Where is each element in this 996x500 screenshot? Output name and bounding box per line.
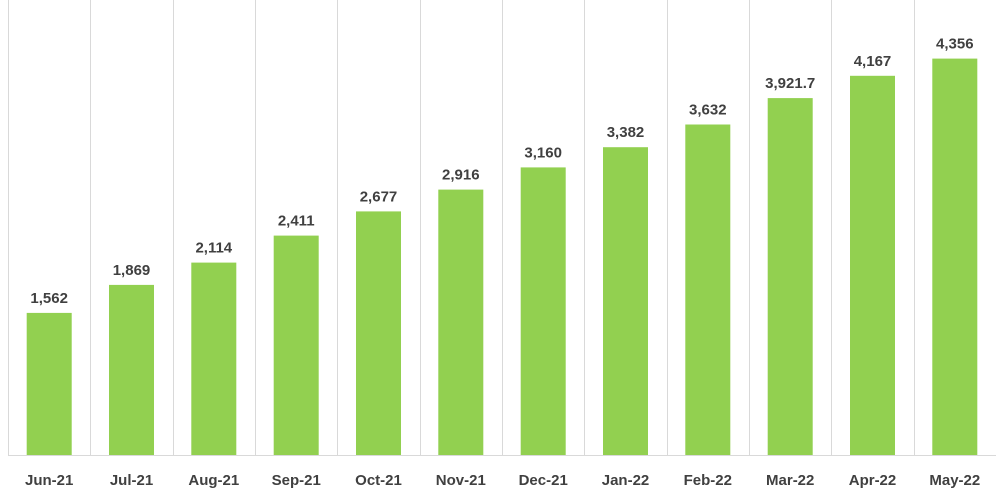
x-tick-label-mar-22: Mar-22 (766, 472, 814, 489)
data-label-jun-21: 1,562 (30, 290, 68, 307)
x-tick-label-sep-21: Sep-21 (272, 472, 321, 489)
data-label-dec-21: 3,160 (524, 144, 562, 161)
bar-dec-21 (520, 167, 566, 455)
x-tick-label-aug-21: Aug-21 (188, 472, 239, 489)
data-label-feb-22: 3,632 (689, 102, 727, 119)
data-label-apr-22: 4,167 (854, 53, 892, 70)
bar-jun-21 (26, 312, 72, 455)
bar-jan-22 (603, 147, 648, 455)
x-tick-label-jan-22: Jan-22 (602, 472, 650, 489)
x-tick-label-oct-21: Oct-21 (355, 472, 402, 489)
data-label-sep-21: 2,411 (278, 213, 315, 230)
x-tick-label-apr-22: Apr-22 (849, 472, 897, 489)
x-tick-label-jul-21: Jul-21 (110, 472, 153, 489)
x-tick-label-may-22: May-22 (929, 472, 980, 489)
grid-lines (8, 0, 996, 456)
data-label-oct-21: 2,677 (360, 188, 398, 205)
bar-feb-22 (685, 124, 731, 455)
data-labels: 1,562 1,869 2,114 2,411 2,677 2,916 3,160 3,382… (30, 36, 973, 307)
x-tick-label-feb-22: Feb-22 (684, 472, 732, 489)
x-tick-label-nov-21: Nov-21 (436, 472, 486, 489)
data-label-jul-21: 1,869 (113, 262, 151, 279)
data-label-aug-21: 2,114 (195, 240, 232, 257)
bar-mar-22 (767, 98, 813, 455)
bar-apr-22 (850, 75, 895, 456)
data-label-jan-22: 3,382 (607, 124, 645, 141)
bar-may-22 (932, 58, 978, 455)
data-label-may-22: 4,356 (936, 36, 974, 53)
bar-aug-21 (191, 262, 237, 455)
bar-nov-21 (438, 189, 484, 455)
bar-oct-21 (356, 211, 401, 455)
x-tick-label-dec-21: Dec-21 (519, 472, 568, 489)
x-tick-label-jun-21: Jun-21 (25, 472, 73, 489)
data-label-mar-22: 3,921.7 (765, 75, 815, 92)
bars (26, 58, 978, 456)
bar-sep-21 (273, 235, 319, 455)
data-label-nov-21: 2,916 (442, 167, 480, 184)
bar-jul-21 (109, 284, 154, 455)
x-axis-tick-labels: Jun-21 Jul-21 Aug-21 Sep-21 Oct-21 Nov-21 Dec-… (25, 472, 980, 489)
